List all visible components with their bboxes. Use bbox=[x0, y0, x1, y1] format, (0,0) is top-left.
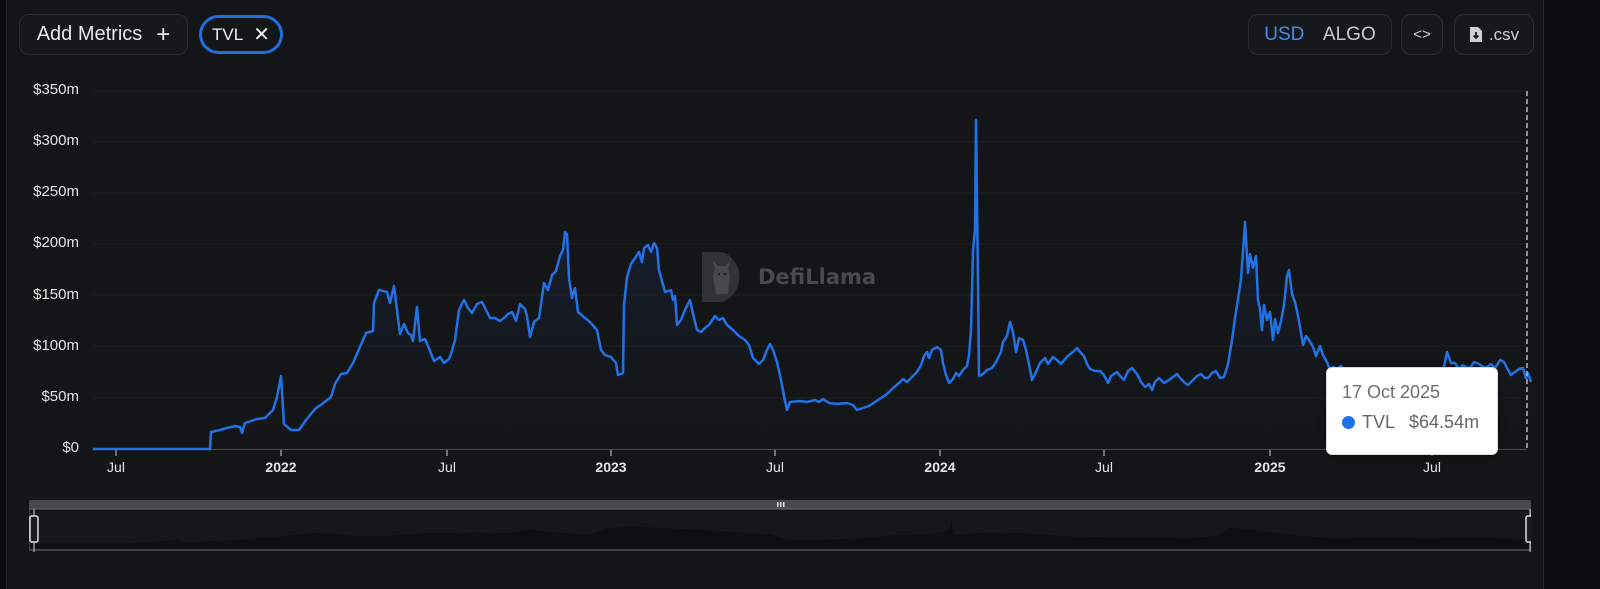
drag-grip-icon bbox=[777, 502, 785, 507]
code-icon: <> bbox=[1413, 26, 1431, 43]
tvl-area-fill bbox=[93, 120, 1531, 449]
tooltip-value: $64.54m bbox=[1409, 412, 1480, 432]
y-tick-label: $0 bbox=[62, 439, 79, 456]
csv-label: .csv bbox=[1488, 24, 1520, 44]
y-tick-label: $200m bbox=[33, 234, 79, 251]
range-end-handle bbox=[1525, 509, 1531, 552]
tvl-line bbox=[93, 118, 1533, 451]
currency-option-algo[interactable]: ALGO bbox=[1322, 23, 1376, 45]
range-start-handle bbox=[29, 509, 39, 552]
slider-mini-chart bbox=[30, 516, 1530, 550]
x-tick-label: Jul bbox=[438, 459, 456, 475]
close-icon[interactable]: ✕ bbox=[253, 23, 270, 46]
x-tick-label: 2022 bbox=[265, 459, 297, 475]
chart-panel: Add Metrics + TVL ✕ USD ALGO <> .csv $0 … bbox=[6, 0, 1544, 589]
x-axis-ticks bbox=[115, 450, 1433, 456]
x-tick-label: Jul bbox=[1095, 459, 1113, 475]
y-tick-label: $300m bbox=[33, 132, 79, 149]
tooltip-series-row: TVL $64.54m bbox=[1342, 412, 1497, 433]
metric-chip-tvl[interactable]: TVL ✕ bbox=[199, 15, 283, 54]
llama-logo-icon bbox=[702, 252, 740, 302]
embed-button[interactable]: <> bbox=[1401, 14, 1443, 55]
y-tick-label: $100m bbox=[33, 337, 79, 354]
y-tick-label: $50m bbox=[41, 388, 79, 405]
download-csv-button[interactable]: .csv bbox=[1454, 14, 1534, 55]
x-tick-label: Jul bbox=[107, 459, 125, 475]
series-color-dot-icon bbox=[1342, 416, 1355, 429]
x-tick-label: 2023 bbox=[595, 459, 627, 475]
currency-toggle: USD ALGO bbox=[1248, 14, 1392, 55]
range-slider[interactable] bbox=[29, 500, 1531, 552]
y-tick-label: $250m bbox=[33, 183, 79, 200]
plus-icon: + bbox=[156, 20, 171, 48]
x-tick-label: Jul bbox=[766, 459, 784, 475]
file-download-icon bbox=[1469, 27, 1482, 42]
chart-tooltip: 17 Oct 2025 TVL $64.54m bbox=[1326, 367, 1498, 455]
currency-option-usd[interactable]: USD bbox=[1264, 23, 1305, 45]
tvl-area-chart[interactable] bbox=[7, 0, 1545, 500]
tooltip-date: 17 Oct 2025 bbox=[1342, 382, 1441, 402]
y-tick-label: $150m bbox=[33, 286, 79, 303]
tooltip-series-name: TVL bbox=[1362, 412, 1396, 432]
x-tick-label: 2024 bbox=[924, 459, 956, 475]
watermark-text: DefiLlama bbox=[758, 265, 877, 289]
chart-toolbar: Add Metrics + TVL ✕ USD ALGO <> .csv bbox=[7, 0, 1543, 70]
x-tick-label: Jul bbox=[1423, 459, 1441, 475]
add-metrics-button[interactable]: Add Metrics + bbox=[19, 14, 188, 55]
y-tick-label: $350m bbox=[33, 81, 79, 98]
x-tick-label: 2025 bbox=[1254, 459, 1286, 475]
add-metrics-label: Add Metrics bbox=[36, 23, 143, 45]
metric-chip-label: TVL bbox=[212, 24, 244, 44]
defillama-watermark: DefiLlama bbox=[700, 250, 876, 304]
